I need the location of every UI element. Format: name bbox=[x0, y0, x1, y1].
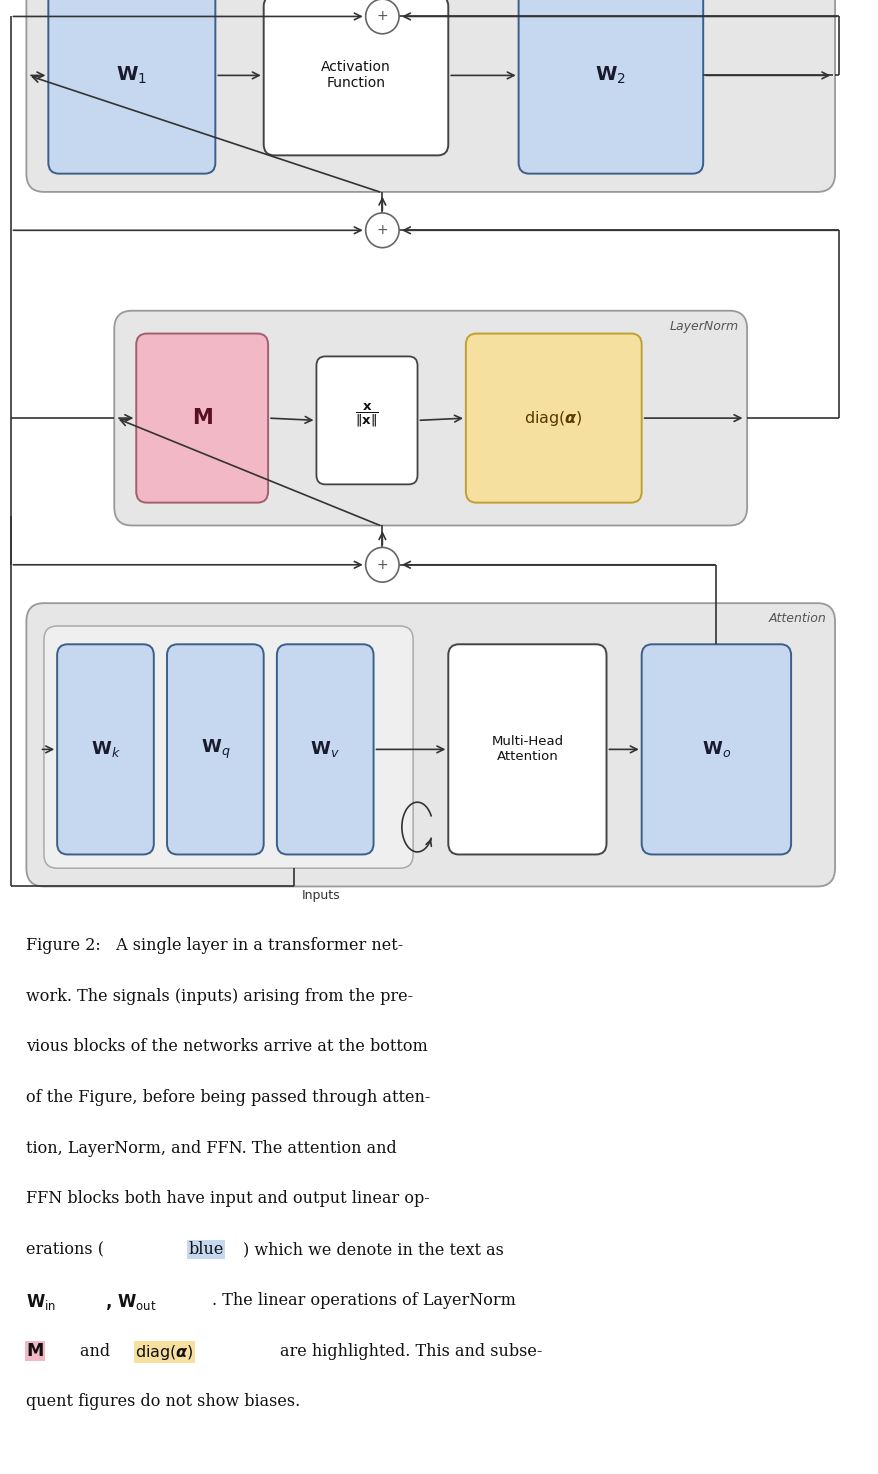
Text: FFN blocks both have input and output linear op-: FFN blocks both have input and output li… bbox=[26, 1191, 429, 1207]
Circle shape bbox=[365, 0, 399, 34]
Text: +: + bbox=[376, 9, 388, 24]
Text: $\mathbf{,\, W}_{\rm out}$: $\mathbf{,\, W}_{\rm out}$ bbox=[104, 1291, 156, 1312]
Text: $\mathrm{diag}(\boldsymbol{\alpha})$: $\mathrm{diag}(\boldsymbol{\alpha})$ bbox=[524, 408, 582, 427]
Text: blue: blue bbox=[188, 1241, 223, 1259]
FancyBboxPatch shape bbox=[57, 644, 154, 855]
Text: erations (: erations ( bbox=[26, 1241, 104, 1259]
Text: $\mathbf{W}_v$: $\mathbf{W}_v$ bbox=[310, 740, 340, 759]
FancyBboxPatch shape bbox=[263, 0, 448, 155]
FancyBboxPatch shape bbox=[641, 644, 790, 855]
Text: LayerNorm: LayerNorm bbox=[668, 320, 738, 333]
Text: $\mathbf{W}_o$: $\mathbf{W}_o$ bbox=[701, 740, 730, 759]
Text: ) which we denote in the text as: ) which we denote in the text as bbox=[242, 1241, 503, 1259]
Text: . The linear operations of LayerNorm: . The linear operations of LayerNorm bbox=[212, 1291, 515, 1309]
Text: Attention: Attention bbox=[767, 612, 825, 625]
FancyBboxPatch shape bbox=[26, 0, 834, 192]
Text: $\mathbf{M}$: $\mathbf{M}$ bbox=[26, 1343, 44, 1359]
Text: $\dfrac{\mathbf{x}}{\|\mathbf{x}\|}$: $\dfrac{\mathbf{x}}{\|\mathbf{x}\|}$ bbox=[355, 402, 378, 429]
FancyBboxPatch shape bbox=[277, 644, 373, 855]
FancyBboxPatch shape bbox=[465, 333, 641, 503]
Text: Multi-Head
Attention: Multi-Head Attention bbox=[491, 736, 563, 764]
Text: Figure 2:   A single layer in a transformer net-: Figure 2: A single layer in a transforme… bbox=[26, 937, 403, 954]
Circle shape bbox=[365, 212, 399, 248]
FancyBboxPatch shape bbox=[48, 0, 215, 174]
FancyBboxPatch shape bbox=[448, 644, 606, 855]
Text: $\mathbf{W}_2$: $\mathbf{W}_2$ bbox=[594, 65, 626, 85]
Text: Activation
Function: Activation Function bbox=[320, 60, 391, 90]
FancyBboxPatch shape bbox=[518, 0, 702, 174]
FancyBboxPatch shape bbox=[167, 644, 263, 855]
Text: work. The signals (inputs) arising from the pre-: work. The signals (inputs) arising from … bbox=[26, 988, 413, 1004]
Text: $\mathbf{W}_q$: $\mathbf{W}_q$ bbox=[200, 738, 230, 761]
Text: and: and bbox=[80, 1343, 115, 1359]
Circle shape bbox=[365, 547, 399, 582]
FancyBboxPatch shape bbox=[136, 333, 268, 503]
Text: $\mathbf{W}_{\rm in}$: $\mathbf{W}_{\rm in}$ bbox=[26, 1291, 56, 1312]
FancyBboxPatch shape bbox=[114, 311, 746, 526]
Text: tion, LayerNorm, and FFN. The attention and: tion, LayerNorm, and FFN. The attention … bbox=[26, 1139, 397, 1157]
FancyBboxPatch shape bbox=[316, 357, 417, 485]
FancyBboxPatch shape bbox=[26, 603, 834, 886]
Text: vious blocks of the networks arrive at the bottom: vious blocks of the networks arrive at t… bbox=[26, 1038, 428, 1055]
Text: are highlighted. This and subse-: are highlighted. This and subse- bbox=[280, 1343, 542, 1359]
Text: +: + bbox=[376, 557, 388, 572]
Text: quent figures do not show biases.: quent figures do not show biases. bbox=[26, 1393, 300, 1411]
Text: of the Figure, before being passed through atten-: of the Figure, before being passed throu… bbox=[26, 1089, 430, 1106]
FancyBboxPatch shape bbox=[44, 626, 413, 868]
Text: $\mathbf{W}_k$: $\mathbf{W}_k$ bbox=[90, 740, 120, 759]
Text: $\mathbf{M}$: $\mathbf{M}$ bbox=[191, 408, 212, 427]
Text: $\mathrm{diag}(\boldsymbol{\alpha})$: $\mathrm{diag}(\boldsymbol{\alpha})$ bbox=[135, 1343, 194, 1362]
Text: $\mathbf{W}_1$: $\mathbf{W}_1$ bbox=[116, 65, 148, 85]
Text: +: + bbox=[376, 223, 388, 237]
Text: Inputs: Inputs bbox=[301, 889, 340, 902]
